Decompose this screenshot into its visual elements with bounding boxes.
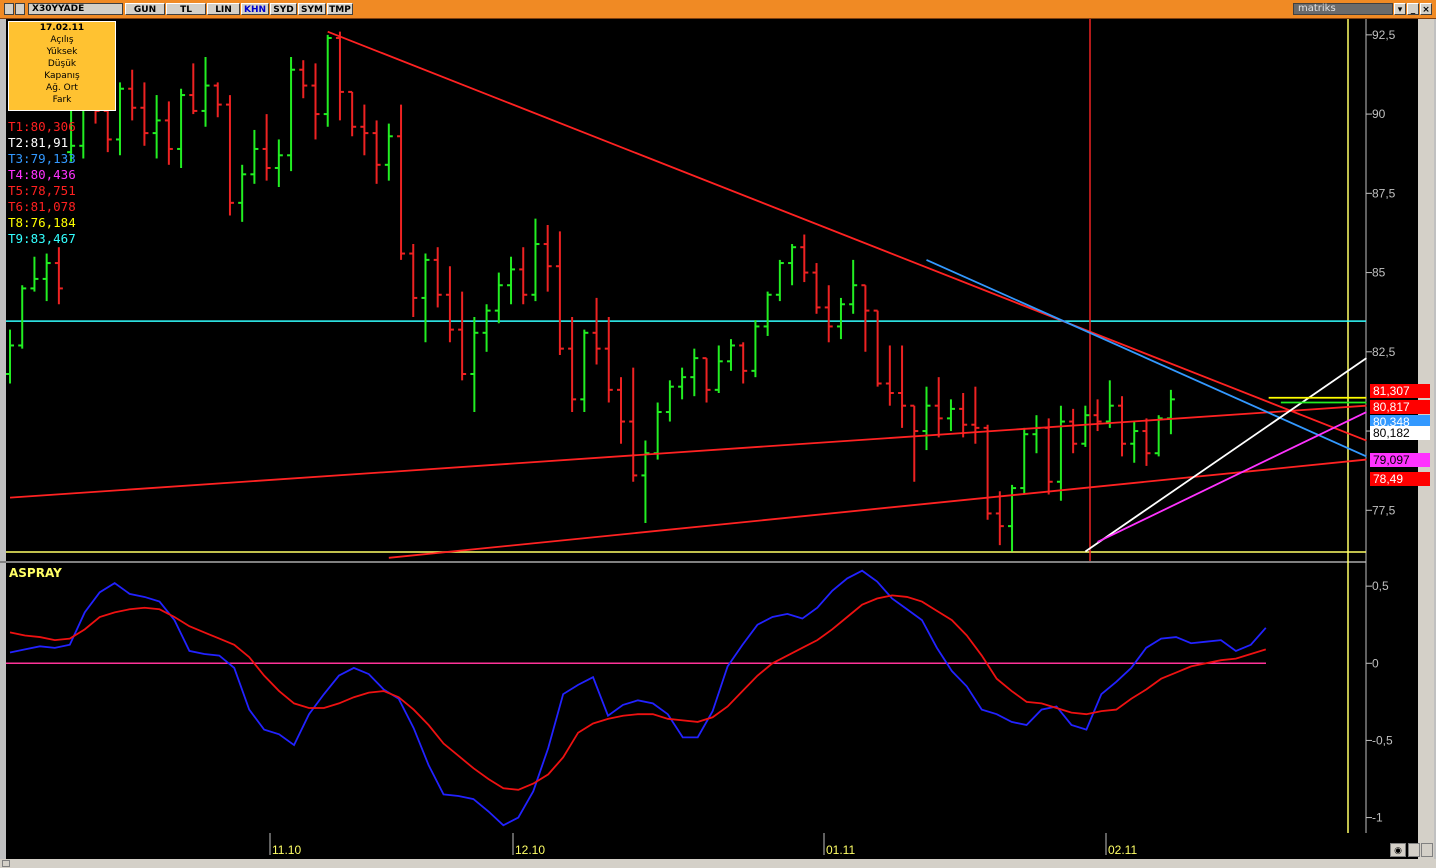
- y-tick-label: 0,5: [1372, 579, 1389, 593]
- toolbar-button-syd[interactable]: SYD: [270, 3, 297, 15]
- symbol-field[interactable]: X30YYADE: [28, 3, 123, 15]
- close-icon[interactable]: ×: [1420, 3, 1432, 15]
- indicator-series-line: [9, 594, 1267, 791]
- y-tick-label: 85: [1372, 266, 1386, 280]
- y-tick-label: 90: [1372, 107, 1386, 121]
- x-tick-label: 11.10: [272, 843, 301, 857]
- toolbar-button-tmp[interactable]: TMP: [327, 3, 353, 15]
- trend-label: T5:78,751: [8, 183, 76, 198]
- price-label-box: 80,182: [1370, 426, 1430, 440]
- scroll-right-button[interactable]: [1421, 843, 1433, 857]
- minimize-icon[interactable]: _: [1407, 3, 1419, 15]
- trend-label: T9:83,467: [8, 231, 76, 246]
- y-tick-label: 77,5: [1372, 503, 1396, 517]
- trend-line-t4: [1097, 411, 1367, 543]
- y-tick-label: 82,5: [1372, 345, 1396, 359]
- toolbar-button-khn[interactable]: KHN: [241, 3, 269, 15]
- info-label: Kapanış: [44, 71, 80, 81]
- indicator-series-line: [9, 569, 1267, 827]
- trend-label: T4:80,436: [8, 167, 76, 182]
- trend-label: T1:80,306: [8, 119, 76, 134]
- info-label: Yüksek: [46, 47, 78, 57]
- info-label: Ağ. Ort: [46, 83, 78, 93]
- window-menu-icon[interactable]: [4, 3, 14, 15]
- brand-logo: matriks: [1293, 3, 1393, 15]
- price-label-box: 78,49: [1370, 472, 1430, 486]
- toolbar-button-gun[interactable]: GUN: [125, 3, 165, 15]
- x-tick-label: 02.11: [1108, 843, 1137, 857]
- price-label-box: 81,307: [1370, 384, 1430, 398]
- info-label: Düşük: [47, 59, 77, 69]
- trend-line-t2: [1084, 357, 1367, 553]
- trend-line-t1: [327, 30, 1367, 442]
- x-tick-label: 12.10: [515, 843, 545, 857]
- dropdown-icon[interactable]: ▾: [1394, 3, 1406, 15]
- y-tick-label: -0,5: [1372, 733, 1393, 747]
- y-tick-label: 87,5: [1372, 186, 1396, 200]
- scroll-left-button[interactable]: [1408, 843, 1420, 857]
- info-date: 17.02.11: [39, 23, 85, 33]
- bottom-scrollbar[interactable]: ◉: [0, 843, 1436, 868]
- price-plot-area[interactable]: [6, 19, 1366, 561]
- y-tick-label: 0: [1372, 656, 1379, 670]
- trend-line-t3: [926, 259, 1367, 458]
- trend-label: T3:79,133: [8, 151, 76, 166]
- trend-line-t6: [388, 458, 1367, 559]
- toolbar-button-tl[interactable]: TL: [166, 3, 206, 15]
- price-label-box: 80,817: [1370, 400, 1430, 414]
- x-axis: [6, 833, 1418, 859]
- trend-line-t5: [9, 404, 1367, 499]
- trend-label: T2:81,91: [8, 135, 69, 150]
- scroll-left-icon[interactable]: [2, 860, 10, 867]
- toolbar-button-lin[interactable]: LIN: [207, 3, 240, 15]
- price-label-box: 79,097: [1370, 453, 1430, 467]
- trend-label: T6:81,078: [8, 199, 76, 214]
- info-label: Açılış: [50, 35, 74, 45]
- indicator-plot-area[interactable]: [6, 563, 1366, 833]
- indicator-title: ASPRAY: [9, 566, 62, 580]
- toolbar-button-sym[interactable]: SYM: [298, 3, 326, 15]
- panel-divider[interactable]: [0, 561, 1430, 563]
- trend-label: T8:76,184: [8, 215, 76, 230]
- zoom-icon[interactable]: ◉: [1390, 843, 1406, 857]
- price-label-box: 80,348: [1370, 415, 1430, 429]
- pin-icon[interactable]: [15, 3, 25, 15]
- title-bar: X30YYADE GUN TL LIN KHN SYD SYM TMP matriks ▾ …: [0, 0, 1436, 19]
- x-tick-label: 01.11: [826, 843, 855, 857]
- y-tick-label: -1: [1372, 811, 1383, 825]
- info-label: Fark: [52, 95, 72, 105]
- info-box: 17.02.11 Açılış Yüksek Düşük Kapanış Ağ.…: [8, 21, 116, 111]
- y-tick-label: 92,5: [1372, 28, 1396, 42]
